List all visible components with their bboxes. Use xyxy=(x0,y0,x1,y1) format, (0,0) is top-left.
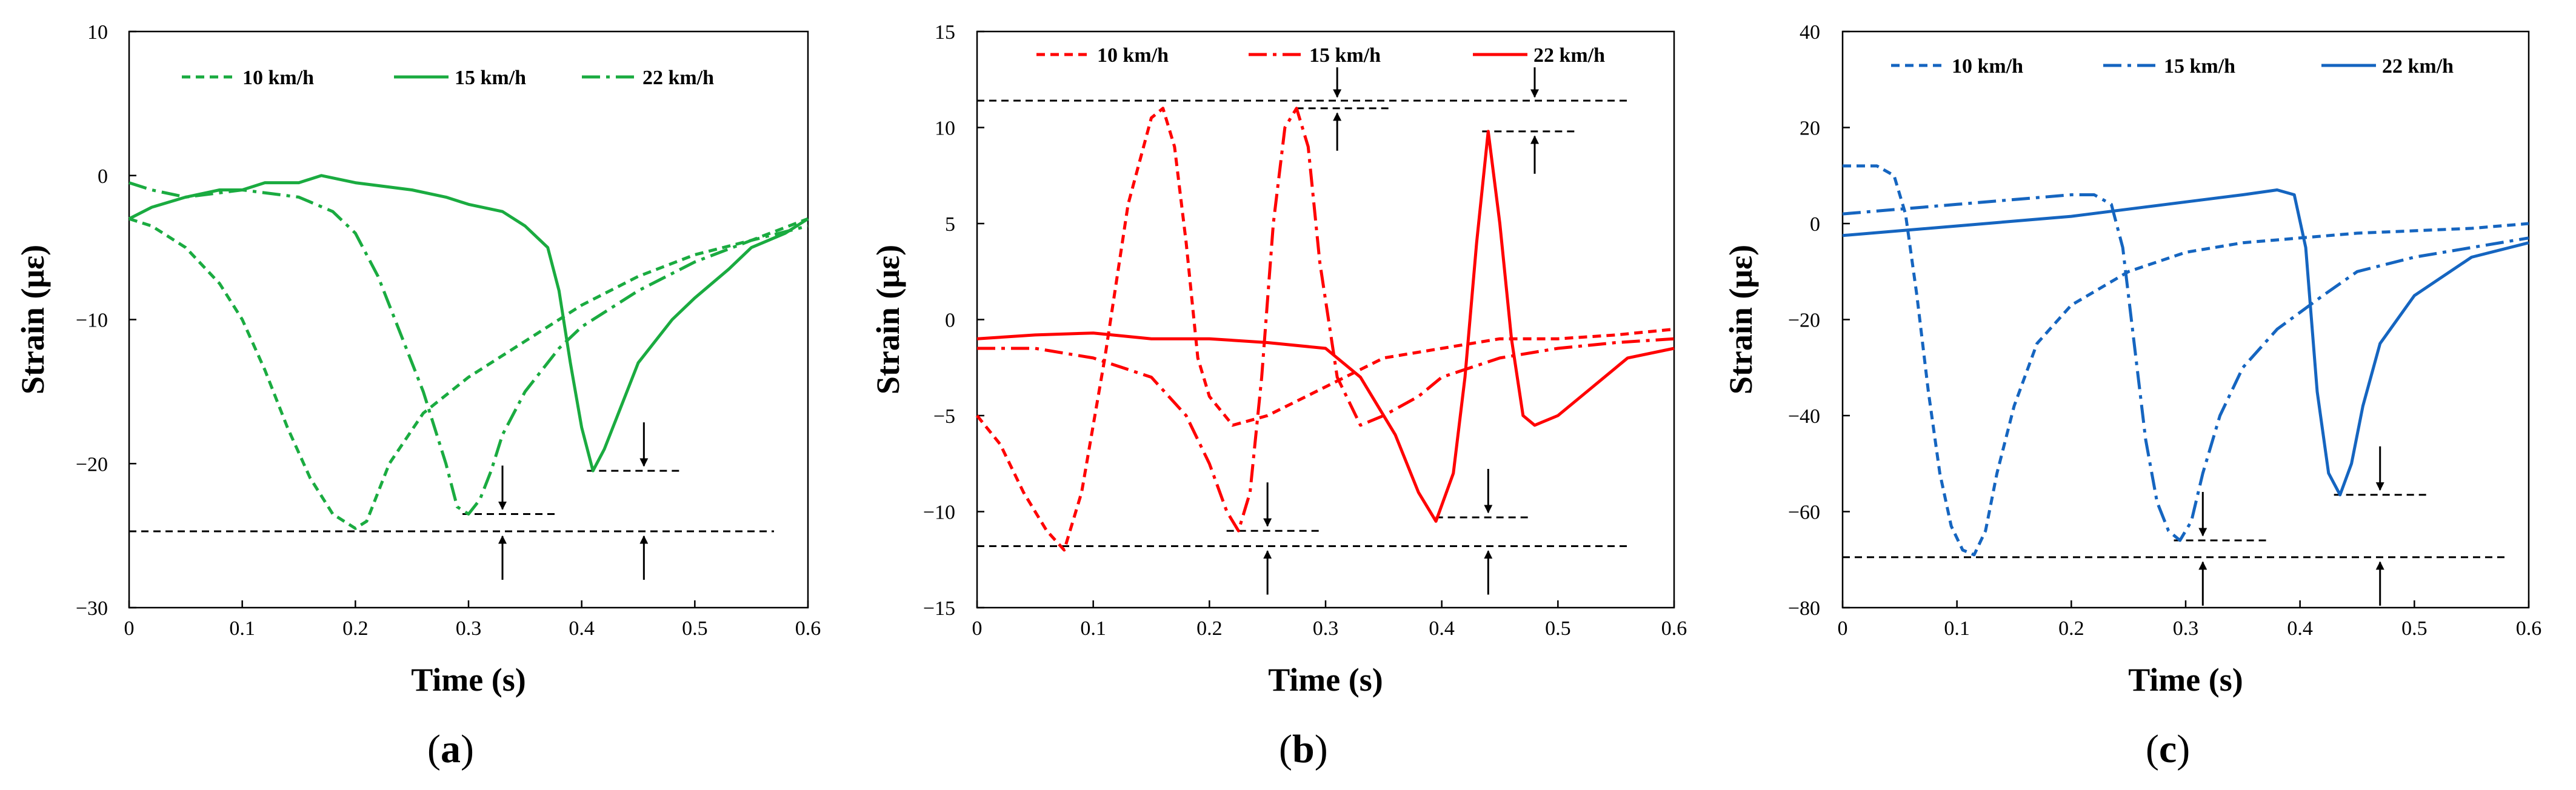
series-line-10-km-h xyxy=(1843,164,2529,557)
panel-label-letter: b xyxy=(1292,727,1315,771)
y-axis-title: Strain (με) xyxy=(15,245,51,394)
chart-panel-b: 0 0.1 0.2 0.3 0.4 0.5 0.6 15 10 5 0 −5 −10 −15 Time (s… xyxy=(870,21,1687,771)
x-tick-label: 0.1 xyxy=(229,617,255,640)
x-tick-label: 0.3 xyxy=(456,617,482,640)
panel-label-paren: ) xyxy=(2177,727,2190,771)
series-line-10-km-h xyxy=(128,217,809,530)
legend-label: 15 km/h xyxy=(1309,44,1381,67)
y-tick-label: 10 xyxy=(87,21,108,44)
panel-label-letter: c xyxy=(2159,727,2177,771)
x-axis-title: Time (s) xyxy=(2128,662,2243,698)
y-tick-label: −15 xyxy=(923,597,955,620)
y-tick-label: 40 xyxy=(1800,21,1820,44)
y-tick-label: −40 xyxy=(1788,405,1820,428)
series-line-22-km-h xyxy=(1842,188,2529,497)
y-tick-label: 0 xyxy=(98,165,108,188)
y-tick-label: −10 xyxy=(76,310,108,332)
panel-label-paren: ( xyxy=(427,727,441,771)
y-tick-label: 15 xyxy=(935,21,955,44)
y-tick-label: −5 xyxy=(933,405,955,428)
x-tick-label: 0 xyxy=(124,617,135,640)
x-tick-label: 0.6 xyxy=(1661,617,1687,640)
x-tick-label: 0.2 xyxy=(2058,617,2084,640)
y-tick-label: −20 xyxy=(1788,310,1820,332)
y-tick-label: −60 xyxy=(1788,502,1820,524)
plot-frame xyxy=(976,30,1675,609)
panel-label: (c) xyxy=(2146,727,2190,771)
plot-frame xyxy=(1841,30,2530,609)
x-tick-label: 0.4 xyxy=(569,617,595,640)
x-tick-label: 0.5 xyxy=(1545,617,1571,640)
x-axis-title: Time (s) xyxy=(1268,662,1383,698)
y-axis-title: Strain (με) xyxy=(1723,245,1759,394)
x-tick-label: 0.1 xyxy=(1080,617,1106,640)
x-tick-label: 0.5 xyxy=(682,617,708,640)
legend-label: 10 km/h xyxy=(242,67,314,89)
panel-label: (b) xyxy=(1279,727,1328,771)
y-tick-label: 0 xyxy=(945,310,955,332)
panel-label-paren: ( xyxy=(1279,727,1292,771)
legend-label: 15 km/h xyxy=(2164,55,2235,78)
y-tick-label: 0 xyxy=(1810,213,1820,236)
x-tick-label: 0.1 xyxy=(1944,617,1970,640)
x-tick-label: 0 xyxy=(1838,617,1848,640)
y-tick-label: 5 xyxy=(945,213,955,236)
y-tick-label: −20 xyxy=(76,453,108,476)
y-tick-label: −10 xyxy=(923,502,955,524)
x-tick-label: 0.5 xyxy=(2401,617,2428,640)
legend-label: 10 km/h xyxy=(1952,55,2023,78)
chart-panel-c: 0 0.1 0.2 0.3 0.4 0.5 0.6 40 20 0 −20 −40 −60 −80 Time… xyxy=(1723,21,2541,771)
y-tick-label: 10 xyxy=(935,118,955,140)
series-line-15-km-h xyxy=(128,174,809,473)
y-axis-title: Strain (με) xyxy=(870,245,906,394)
panel-label: (a) xyxy=(427,727,474,771)
x-tick-label: 0.6 xyxy=(2516,617,2542,640)
panel-label-paren: ( xyxy=(2146,727,2159,771)
legend-label: 22 km/h xyxy=(2382,55,2454,78)
x-tick-label: 0 xyxy=(972,617,983,640)
legend-label: 22 km/h xyxy=(1533,44,1605,67)
x-tick-label: 0.3 xyxy=(2173,617,2199,640)
x-tick-label: 0.2 xyxy=(342,617,369,640)
series-line-22-km-h xyxy=(128,181,809,516)
series-line-15-km-h xyxy=(977,107,1675,533)
x-axis-title: Time (s) xyxy=(411,662,526,698)
legend-label: 22 km/h xyxy=(642,67,714,89)
legend-label: 15 km/h xyxy=(455,67,526,89)
panel-label-paren: ) xyxy=(461,727,474,771)
y-tick-label: 20 xyxy=(1800,118,1820,140)
x-tick-label: 0.3 xyxy=(1313,617,1339,640)
y-tick-label: −80 xyxy=(1788,597,1820,620)
panel-label-letter: a xyxy=(441,727,461,771)
panel-label-paren: ) xyxy=(1315,727,1328,771)
series-line-22-km-h xyxy=(976,130,1675,523)
series-line-10-km-h xyxy=(976,107,1675,552)
x-tick-label: 0.4 xyxy=(2287,617,2313,640)
legend-label: 10 km/h xyxy=(1097,44,1169,67)
chart-panel-a: 0 0.1 0.2 0.3 0.4 0.5 0.6 10 0 −10 −20 −30 Time (s) S… xyxy=(15,21,821,771)
y-tick-label: −30 xyxy=(76,597,108,620)
plot-frame xyxy=(128,30,809,609)
x-tick-label: 0.2 xyxy=(1196,617,1223,640)
series-line-15-km-h xyxy=(1842,193,2529,542)
x-tick-label: 0.6 xyxy=(795,617,821,640)
x-tick-label: 0.4 xyxy=(1429,617,1455,640)
